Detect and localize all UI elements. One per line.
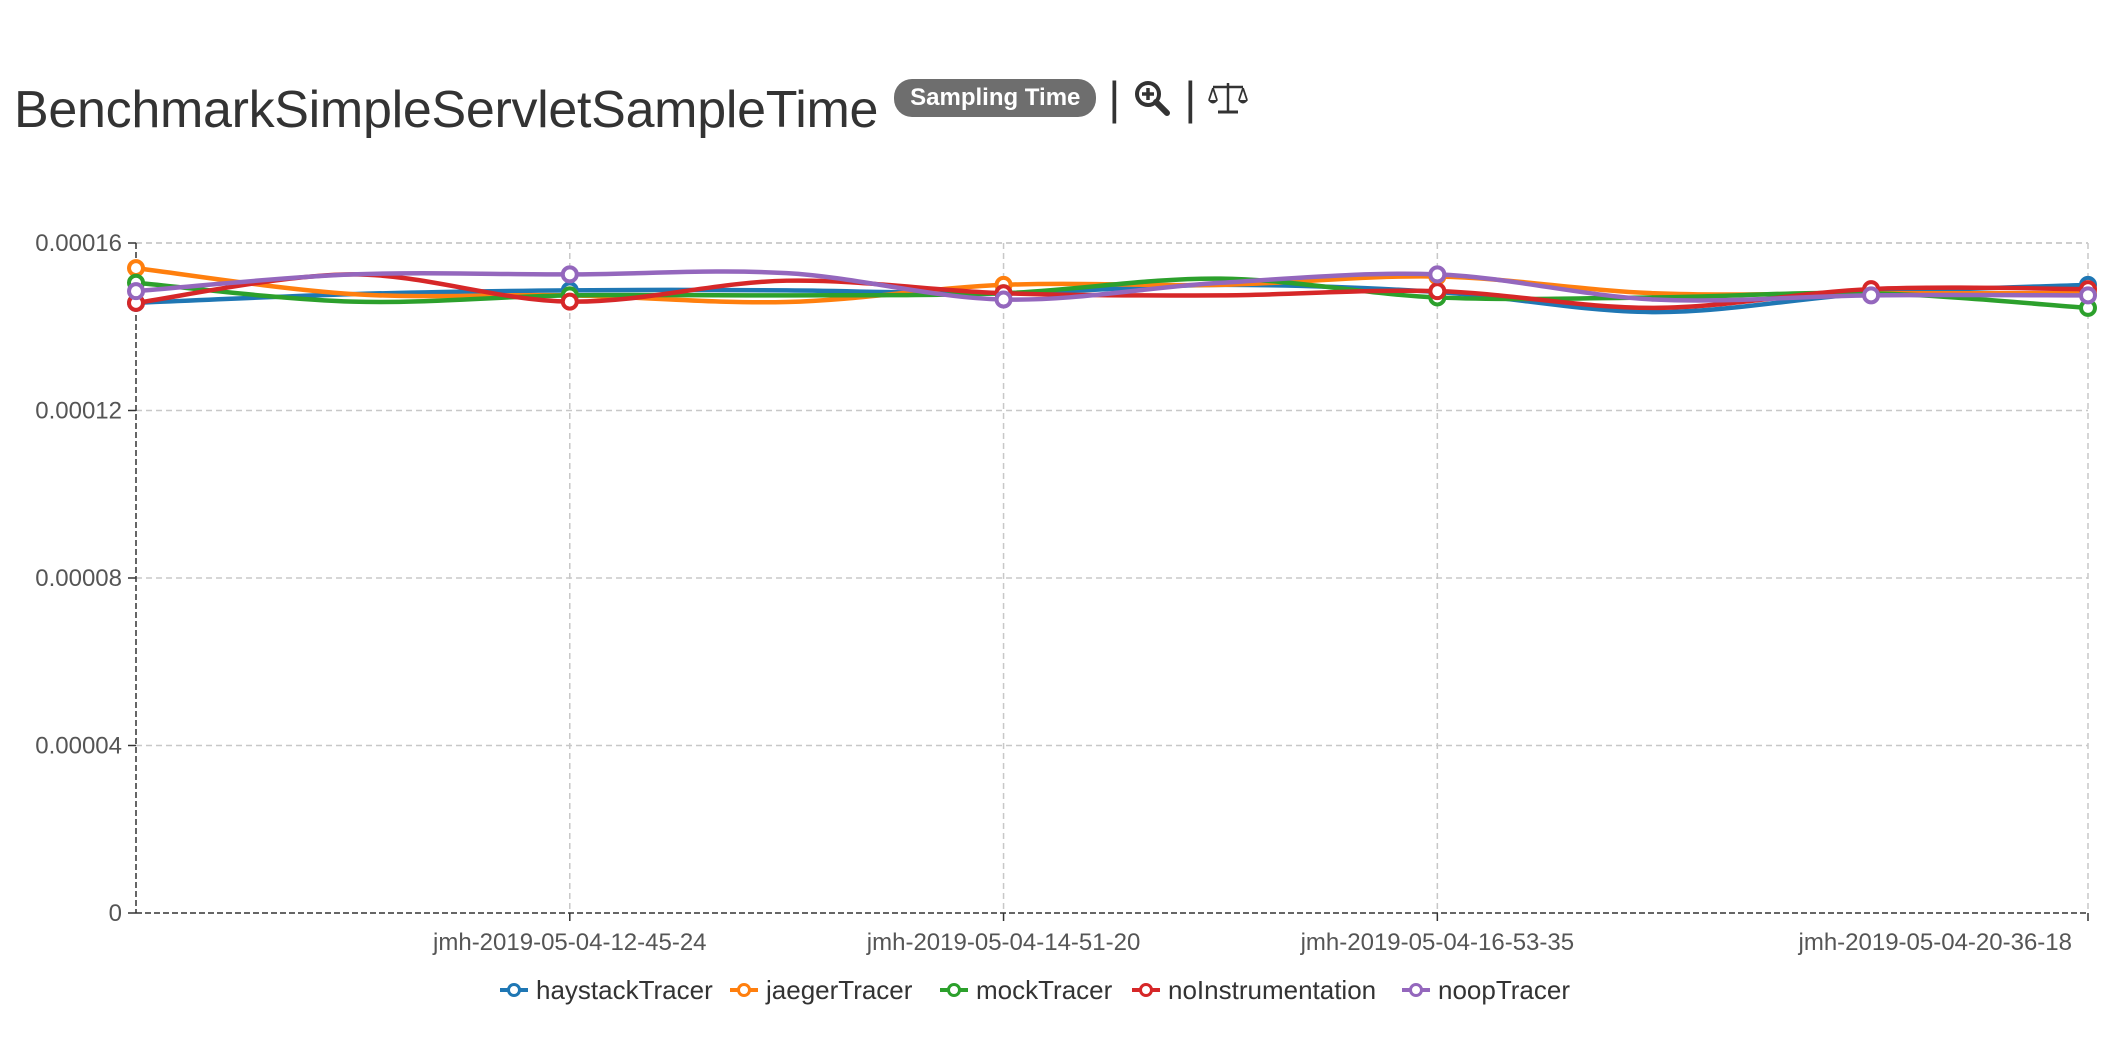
series-line [135,269,2089,303]
legend-swatch-marker [507,983,521,997]
legend-label: jaegerTracer [765,975,913,1005]
grid-layer [136,242,2089,913]
zoom-in-icon[interactable] [1132,78,1172,118]
x-tick-label: jmh-2019-05-04-16-53-35 [1300,929,1575,956]
legend-swatch-marker [737,983,751,997]
sampling-time-badge: Sampling Time [894,79,1097,117]
data-point[interactable] [994,290,1013,309]
legend-item-jaegerTracer[interactable]: jaegerTracer [730,975,913,1005]
data-point[interactable] [560,265,579,284]
legend-item-noInstrumentation[interactable]: noInstrumentation [1132,975,1376,1005]
chart-title: BenchmarkSimpleServletSampleTime [14,81,879,139]
legend-item-noopTracer[interactable]: noopTracer [1402,975,1570,1005]
series-noopTracer [127,265,2097,309]
y-tick-label: 0.00012 [35,398,122,425]
y-tick-label: 0 [109,900,122,927]
balance-scale-icon[interactable] [1208,78,1249,118]
legend-label: haystackTracer [536,975,713,1005]
data-point[interactable] [1428,265,1447,284]
legend-swatch-marker [1409,983,1423,997]
separator: | [1108,72,1121,124]
series-layer [127,259,2097,317]
data-point[interactable] [560,292,579,311]
data-point[interactable] [127,282,145,301]
y-tick-label: 0.00016 [35,230,122,257]
legend-label: mockTracer [976,975,1113,1005]
x-tick-label: jmh-2019-05-04-12-45-24 [432,929,707,956]
data-point[interactable] [1862,286,1881,305]
chart-header: BenchmarkSimpleServletSampleTime Samplin… [14,70,1249,150]
y-tick-label: 0.00004 [35,733,122,760]
legend-swatch-marker [1139,983,1153,997]
legend[interactable]: haystackTracer jaegerTracer mockTracer noIn… [500,975,1570,1005]
x-tick-label: jmh-2019-05-04-20-36-18 [1798,929,2073,956]
legend-swatch-marker [947,983,961,997]
series-line [135,276,2089,311]
data-point[interactable] [2079,286,2097,305]
legend-label: noInstrumentation [1168,975,1376,1005]
legend-label: noopTracer [1438,975,1570,1005]
legend-item-haystackTracer[interactable]: haystackTracer [500,975,713,1005]
data-point[interactable] [127,259,145,278]
axes-layer: 0 0.00004 0.00008 0.00012 0.00016 jmh-2019-05… [35,230,2089,956]
series-line [135,282,2089,315]
separator-2: | [1184,72,1197,124]
line-chart: 0 0.00004 0.00008 0.00012 0.00016 jmh-2019-05… [35,230,2097,1005]
legend-item-mockTracer[interactable]: mockTracer [940,975,1113,1005]
y-tick-label: 0.00008 [35,565,122,592]
data-point[interactable] [1428,282,1447,301]
x-tick-label: jmh-2019-05-04-14-51-20 [866,929,1141,956]
